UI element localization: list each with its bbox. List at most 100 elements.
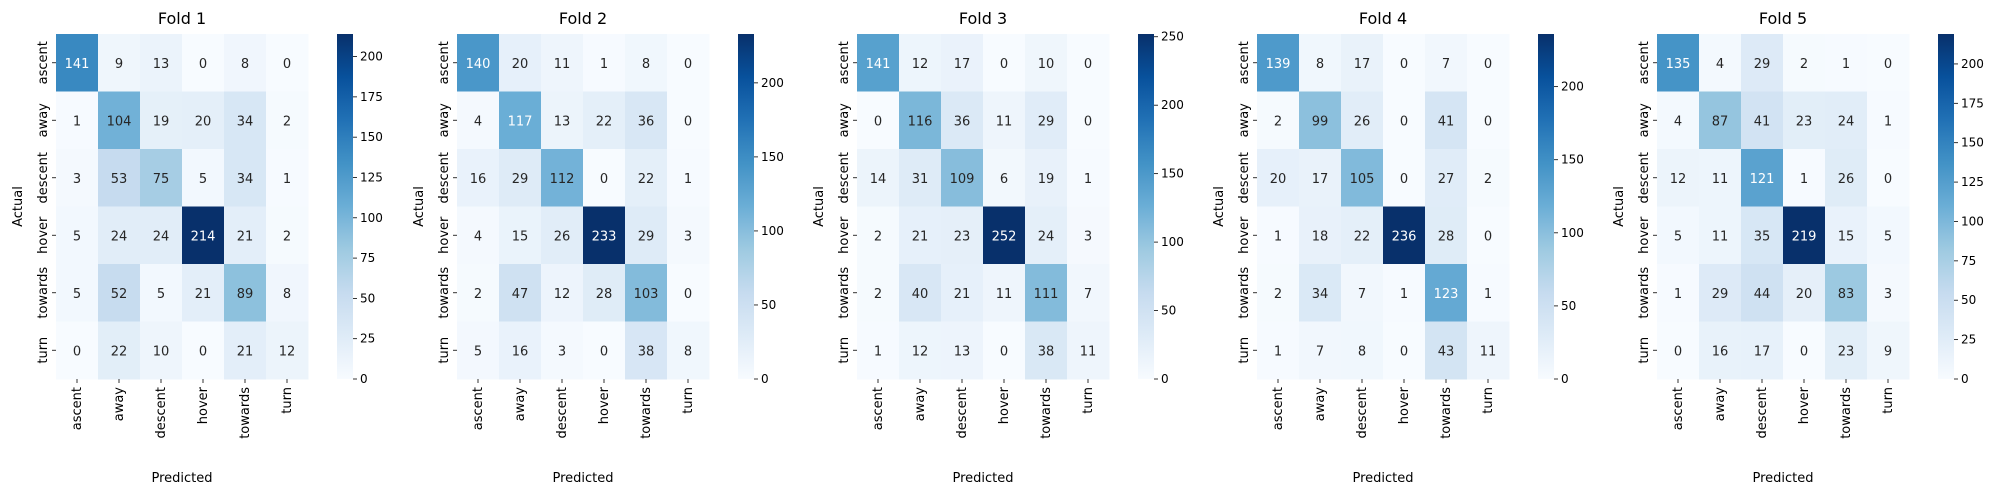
heatmap-cell bbox=[667, 206, 710, 265]
heatmap-cell bbox=[1383, 264, 1426, 322]
y-tick-label: towards bbox=[36, 267, 51, 319]
cell-value-label: 3 bbox=[684, 229, 692, 244]
x-tick-label: away bbox=[513, 387, 528, 422]
y-tick-label: towards bbox=[1237, 267, 1252, 319]
heatmap-cell bbox=[941, 91, 984, 150]
colorbar-tick-label: 75 bbox=[1961, 254, 1976, 268]
heatmap-cell bbox=[1025, 206, 1068, 265]
heatmap-cell bbox=[625, 149, 668, 207]
heatmap-cell bbox=[457, 149, 500, 207]
y-tick-label: ascent bbox=[437, 41, 452, 84]
y-tick-label: turn bbox=[36, 337, 51, 364]
cell-value-label: 2 bbox=[1800, 57, 1808, 72]
cell-value-label: 0 bbox=[199, 344, 207, 359]
cell-value-label: 1 bbox=[874, 344, 882, 359]
cell-value-label: 27 bbox=[1438, 172, 1455, 187]
panel-title: Fold 4 bbox=[1359, 9, 1407, 28]
x-tick-label: towards bbox=[1439, 387, 1454, 439]
heatmap-cell bbox=[857, 321, 900, 380]
heatmap-cell bbox=[1657, 206, 1700, 265]
cell-value-label: 2 bbox=[1484, 172, 1492, 187]
cell-value-label: 0 bbox=[684, 287, 692, 302]
heatmap-cell bbox=[98, 264, 141, 322]
cell-value-label: 22 bbox=[111, 344, 128, 359]
colorbar-tick-label: 175 bbox=[360, 90, 383, 104]
heatmap-cell bbox=[1425, 321, 1468, 380]
cell-value-label: 24 bbox=[1838, 114, 1855, 129]
heatmap-cell bbox=[140, 91, 183, 150]
heatmap-cell bbox=[1467, 91, 1510, 150]
cell-value-label: 26 bbox=[1354, 114, 1371, 129]
heatmap-cell bbox=[1867, 91, 1910, 150]
colorbar-tick-label: 50 bbox=[1161, 304, 1176, 318]
cell-value-label: 2 bbox=[283, 114, 291, 129]
heatmap-cell bbox=[224, 149, 267, 207]
x-tick-label: towards bbox=[238, 387, 253, 439]
cell-value-label: 7 bbox=[1358, 287, 1366, 302]
cell-value-label: 28 bbox=[1438, 229, 1455, 244]
y-tick-label: hover bbox=[36, 216, 51, 254]
cell-value-label: 21 bbox=[912, 229, 929, 244]
heatmap-cell bbox=[625, 321, 668, 380]
cell-value-label: 141 bbox=[65, 57, 90, 72]
cell-value-label: 13 bbox=[153, 57, 170, 72]
cell-value-label: 26 bbox=[554, 229, 571, 244]
y-axis-label: Actual bbox=[1212, 186, 1227, 227]
heatmap-cell bbox=[1657, 34, 1700, 92]
cell-value-label: 1 bbox=[1084, 172, 1092, 187]
heatmap-cell bbox=[1067, 206, 1110, 265]
cell-value-label: 4 bbox=[1716, 57, 1724, 72]
cell-value-label: 19 bbox=[153, 114, 170, 129]
colorbar-tick-label: 100 bbox=[1161, 235, 1184, 249]
cell-value-label: 12 bbox=[1670, 172, 1687, 187]
cell-value-label: 1 bbox=[1800, 172, 1808, 187]
cell-value-label: 29 bbox=[1038, 114, 1055, 129]
heatmap-cell bbox=[499, 321, 542, 380]
heatmap-cell bbox=[140, 321, 183, 380]
cell-value-label: 0 bbox=[1400, 172, 1408, 187]
cell-value-label: 44 bbox=[1754, 287, 1771, 302]
heatmap-cell bbox=[899, 206, 942, 265]
cell-value-label: 16 bbox=[1712, 344, 1729, 359]
y-tick-label: away bbox=[1637, 103, 1652, 138]
colorbar-tick-label: 0 bbox=[360, 372, 368, 386]
x-tick-label: descent bbox=[555, 387, 570, 439]
heatmap-cell bbox=[899, 264, 942, 322]
colorbar-tick-label: 100 bbox=[360, 211, 383, 225]
y-tick-label: ascent bbox=[1237, 41, 1252, 84]
cell-value-label: 4 bbox=[474, 229, 482, 244]
heatmap-cell bbox=[1699, 91, 1742, 150]
cell-value-label: 29 bbox=[1712, 287, 1729, 302]
cell-value-label: 4 bbox=[1674, 114, 1682, 129]
heatmap-cell bbox=[583, 91, 626, 150]
heatmap-cell bbox=[583, 264, 626, 322]
y-tick-label: ascent bbox=[1637, 41, 1652, 84]
y-tick-label: away bbox=[437, 103, 452, 138]
y-tick-label: hover bbox=[1237, 216, 1252, 254]
colorbar-tick-label: 200 bbox=[761, 76, 784, 90]
cell-value-label: 117 bbox=[508, 114, 533, 129]
cell-value-label: 111 bbox=[1034, 287, 1059, 302]
heatmap-cell bbox=[1699, 206, 1742, 265]
heatmap-cell bbox=[1025, 321, 1068, 380]
cell-value-label: 10 bbox=[1038, 57, 1055, 72]
cell-value-label: 0 bbox=[1674, 344, 1682, 359]
heatmap-cell bbox=[1783, 264, 1826, 322]
heatmap-cell bbox=[224, 34, 267, 92]
cell-value-label: 0 bbox=[684, 57, 692, 72]
colorbar bbox=[1938, 34, 1954, 379]
heatmap-cell bbox=[1067, 34, 1110, 92]
heatmap-cell bbox=[1467, 264, 1510, 322]
heatmap-cell bbox=[457, 34, 500, 92]
heatmap-cell bbox=[1699, 321, 1742, 380]
y-tick-label: hover bbox=[1637, 216, 1652, 254]
cell-value-label: 103 bbox=[634, 287, 659, 302]
heatmap-cell bbox=[857, 206, 900, 265]
heatmap-cell bbox=[1257, 34, 1300, 92]
cell-value-label: 24 bbox=[1038, 229, 1055, 244]
heatmap-cell bbox=[1383, 149, 1426, 207]
cell-value-label: 3 bbox=[1884, 287, 1892, 302]
heatmap-cell bbox=[1067, 91, 1110, 150]
